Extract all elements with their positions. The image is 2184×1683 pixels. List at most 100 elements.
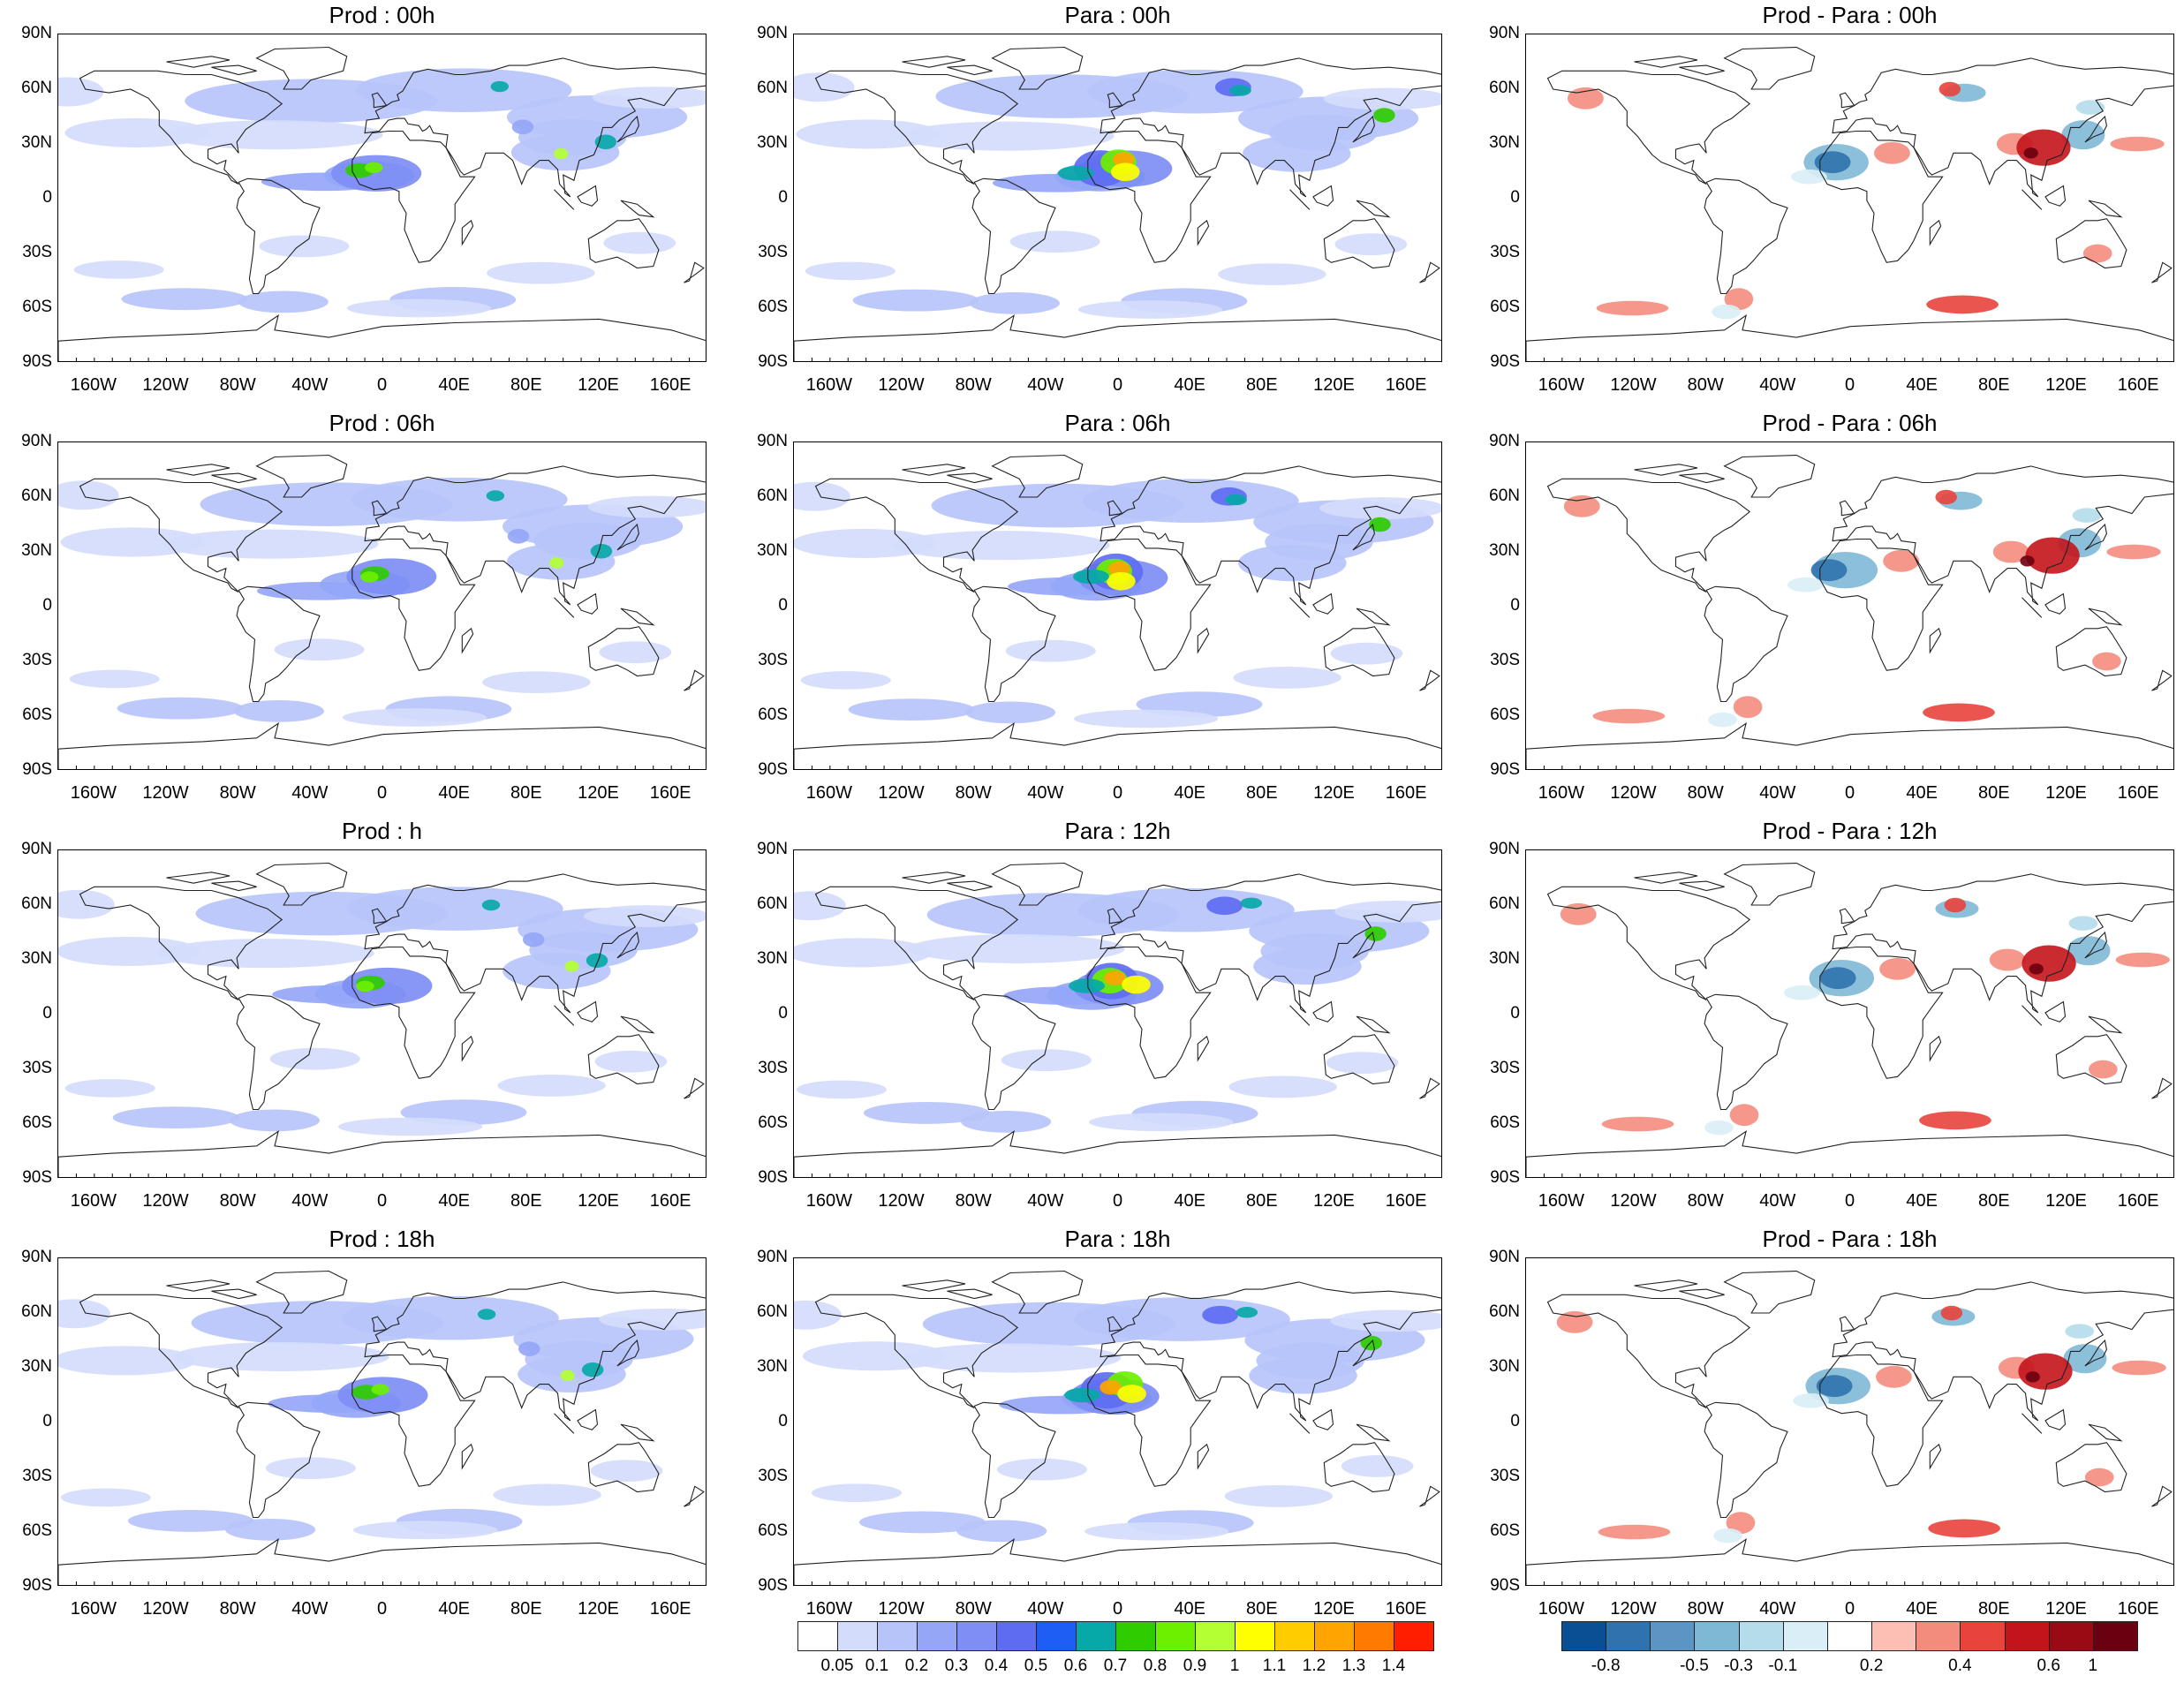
colorbar-swatch	[1354, 1621, 1394, 1651]
lon-tick-label: 0	[376, 783, 388, 803]
lon-tick-label: 40W	[1759, 1191, 1796, 1211]
map-field	[58, 454, 706, 769]
lon-tick-label: 80E	[1978, 783, 2010, 803]
diff-patch	[1592, 708, 1666, 724]
lat-tick-label: 30S	[758, 243, 788, 261]
diff-patch	[2016, 129, 2071, 166]
colorbar-main: 0.05 0.1 0.2 0.3 0.4 0.5 0.6 0.7 0.8 0.9 1 1.1 1.2 1.…	[797, 1621, 1434, 1683]
colorbar-swatch	[1871, 1621, 1917, 1651]
lat-tick-label: 60N	[21, 79, 52, 97]
diff-patch	[2089, 1060, 2118, 1079]
lon-tick-label: 120W	[1610, 1599, 1657, 1619]
map-field	[58, 46, 706, 361]
map-plot	[1525, 849, 2174, 1178]
lon-tick-label: 120E	[2045, 1191, 2087, 1211]
lat-tick-label: 90S	[1490, 1168, 1520, 1187]
diff-patch	[1883, 549, 1920, 572]
lon-tick-label: 40W	[291, 1191, 329, 1211]
lon-tick-label: 160E	[2117, 783, 2159, 803]
lat-tick-label: 30S	[1490, 651, 1520, 669]
diff-patch	[1816, 1375, 1853, 1398]
lon-tick-label: 160E	[2117, 375, 2159, 395]
lon-tick-label: 80E	[1978, 1191, 2010, 1211]
prod-panel: Prod : 06h 90N 60N 30N 0 30S 60S 90S 160W 120W 80W…	[21, 410, 707, 822]
lat-tick-label: 90N	[21, 1248, 52, 1266]
lat-tick-label: 0	[778, 188, 788, 207]
lon-tick-label: 120E	[2045, 375, 2087, 395]
colorbar-swatch	[917, 1621, 957, 1651]
colorbar-label: -0.8	[1591, 1657, 1621, 1675]
lat-tick-label: 90S	[758, 352, 788, 371]
colorbar-swatch	[956, 1621, 997, 1651]
colorbar-swatch	[1314, 1621, 1355, 1651]
colorbar-swatch	[1394, 1621, 1434, 1651]
lat-tick-label: 60S	[22, 1113, 52, 1132]
lon-tick-label: 0	[1112, 1191, 1123, 1211]
diff-patch	[1923, 703, 1995, 722]
lon-tick-label: 120E	[1313, 783, 1355, 803]
lon-tick-label: 80E	[1978, 1599, 2010, 1619]
lon-tick-label: 40W	[1027, 1191, 1064, 1211]
lat-tick-label: 60S	[22, 706, 52, 724]
lon-tick-label: 80E	[1246, 375, 1278, 395]
diff-patch	[1810, 559, 1848, 582]
colorbar-swatch	[1076, 1621, 1116, 1651]
lon-tick-label: 40W	[291, 375, 329, 395]
panel-title: Para : 00h	[1064, 2, 1171, 28]
lon-tick-label: 80W	[955, 1191, 992, 1211]
diff-patch	[1989, 948, 2026, 971]
diff-patch	[2092, 652, 2121, 671]
panel-title: Prod - Para : 18h	[1762, 1226, 1938, 1252]
diff-patch	[1879, 957, 1916, 980]
colorbar-label: 0.9	[1183, 1657, 1207, 1675]
lon-tick-label: 40E	[1174, 783, 1205, 803]
colorbar-diff: -0.8 -0.5 -0.3 -0.1 0.2 0.4 0.6 1	[1561, 1621, 2138, 1683]
lon-tick-label: 120W	[878, 1599, 925, 1619]
diff-patch	[1704, 1120, 1734, 1136]
lat-tick-label: 60N	[1489, 487, 1520, 505]
lon-tick-label: 160W	[1538, 1191, 1584, 1211]
lat-tick-label: 90N	[757, 432, 788, 450]
colorbar-swatch	[996, 1621, 1037, 1651]
panel-title: Prod : 00h	[329, 2, 435, 28]
colorbar-swatch	[1036, 1621, 1077, 1651]
diff-patch	[1814, 151, 1851, 174]
colorbar-swatch	[1155, 1621, 1196, 1651]
colorbar-swatch	[2048, 1621, 2094, 1651]
lon-tick-label: 160E	[649, 1599, 691, 1619]
diff-patch	[2025, 1371, 2040, 1383]
colorbar-swatch	[877, 1621, 918, 1651]
diff-patch	[1724, 288, 1754, 311]
lon-tick-label: 160E	[1385, 1599, 1427, 1619]
colorbar-label: 0.2	[1859, 1657, 1884, 1675]
lon-tick-label: 120E	[1313, 375, 1355, 395]
colorbar-swatch	[1650, 1621, 1696, 1651]
diff-patch	[1876, 1365, 1912, 1388]
diff-patch	[1793, 1392, 1829, 1408]
panel-title: Prod - Para : 00h	[1762, 2, 1938, 28]
colorbar-label: 1	[1229, 1657, 1240, 1675]
lon-tick-label: 120W	[142, 1599, 189, 1619]
lat-tick-label: 30S	[1490, 1059, 1520, 1077]
lon-tick-label: 120E	[2045, 1599, 2087, 1619]
lat-tick-label: 30S	[22, 651, 52, 669]
lon-tick-label: 80E	[510, 1599, 542, 1619]
lon-tick-label: 160W	[70, 783, 117, 803]
lon-tick-label: 120E	[2045, 783, 2087, 803]
diff-patch	[2023, 147, 2038, 159]
lat-tick-label: 60S	[758, 1113, 788, 1132]
panel-title: Prod - Para : 06h	[1762, 410, 1938, 436]
lat-tick-label: 60N	[21, 894, 52, 913]
lat-tick-label: 90S	[1490, 352, 1520, 371]
map-field	[794, 862, 1441, 1177]
lon-tick-label: 120E	[578, 375, 619, 395]
diff-patch	[1919, 1111, 1991, 1130]
lat-tick-label: 60S	[22, 298, 52, 316]
lon-tick-label: 80W	[955, 375, 992, 395]
diff-patch	[1783, 985, 1820, 1000]
lat-tick-label: 90S	[22, 352, 52, 371]
colorbar-swatch	[2004, 1621, 2050, 1651]
diff-patch	[2072, 508, 2102, 523]
lat-tick-label: 30N	[757, 1357, 788, 1376]
diff-patch	[2022, 945, 2076, 982]
